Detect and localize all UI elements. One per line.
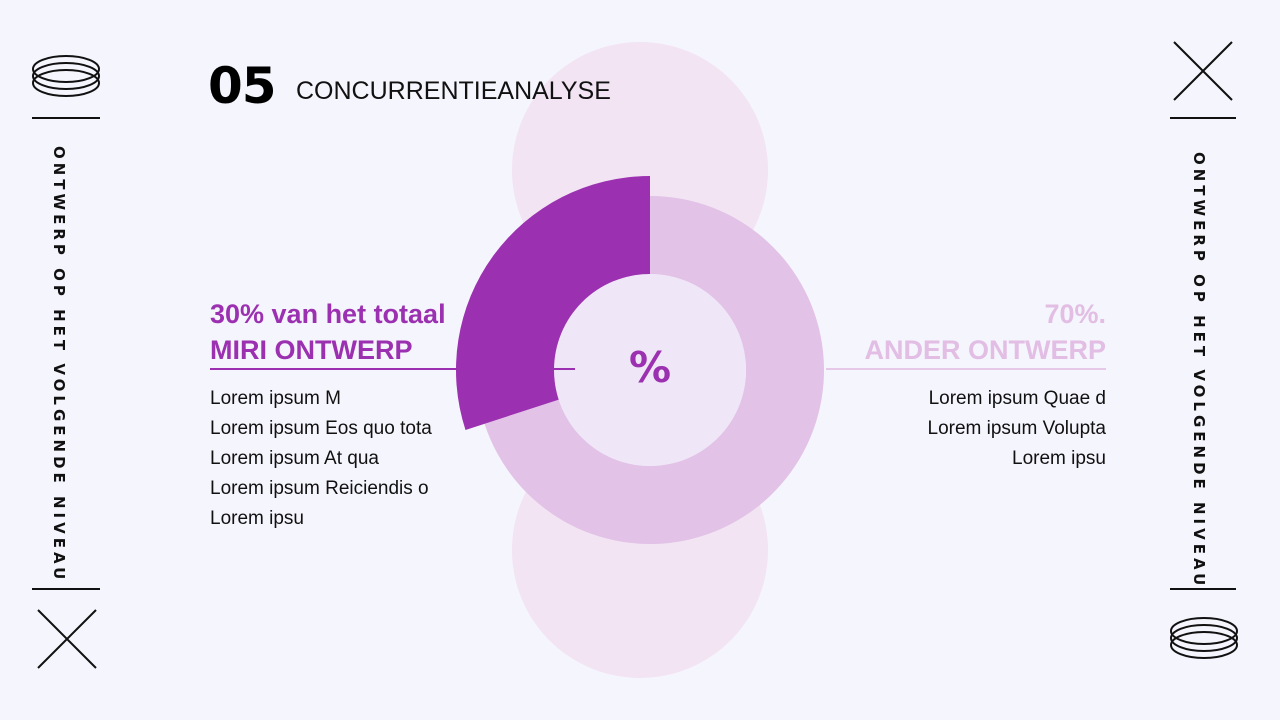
right-top-divider xyxy=(1170,117,1236,119)
right-percentage: 70%. xyxy=(1044,299,1106,329)
right-vertical-tagline: ONTWERP OP HET VOLGENDE NIVEAU xyxy=(1190,152,1208,590)
left-vertical-tagline: ONTWERP OP HET VOLGENDE NIVEAU xyxy=(50,146,68,584)
list-item: Lorem ipsum Volupta xyxy=(927,418,1107,439)
left-underline xyxy=(210,368,575,370)
right-underline xyxy=(826,368,1106,370)
left-label: MIRI ONTWERP xyxy=(210,335,413,365)
left-bottom-divider xyxy=(32,588,100,590)
pie-slice-miri-ontwerp xyxy=(455,176,650,430)
stacked-rings-icon xyxy=(32,55,100,97)
left-list: Lorem ipsum M Lorem ipsum Eos quo tota L… xyxy=(210,384,432,534)
x-cross-icon xyxy=(1173,41,1233,101)
list-item: Lorem ipsu xyxy=(210,508,304,529)
list-item: Lorem ipsum Quae d xyxy=(928,388,1106,409)
left-top-divider xyxy=(32,117,100,119)
donut-center-label: % xyxy=(628,343,672,392)
right-bottom-divider xyxy=(1170,588,1236,590)
pie-slice-ander-ontwerp xyxy=(484,196,824,545)
stacked-rings-icon xyxy=(1170,617,1238,659)
list-item: Lorem ipsum At qua xyxy=(210,448,379,469)
x-cross-icon xyxy=(37,609,97,669)
left-heading: 30% van het totaal MIRI ONTWERP xyxy=(210,296,446,368)
list-item: Lorem ipsum M xyxy=(210,388,341,409)
list-item: Lorem ipsum Eos quo tota xyxy=(210,418,432,439)
right-heading: 70%. ANDER ONTWERP xyxy=(865,296,1107,368)
section-number: 05 xyxy=(208,57,277,115)
donut-hole xyxy=(554,274,746,466)
section-title: CONCURRENTIEANALYSE xyxy=(296,77,611,105)
right-list: Lorem ipsum Quae d Lorem ipsum Volupta L… xyxy=(928,384,1107,474)
list-item: Lorem ipsu xyxy=(1012,448,1106,469)
left-percentage: 30% van het totaal xyxy=(210,299,446,329)
list-item: Lorem ipsum Reiciendis o xyxy=(210,478,429,499)
right-label: ANDER ONTWERP xyxy=(864,335,1107,365)
